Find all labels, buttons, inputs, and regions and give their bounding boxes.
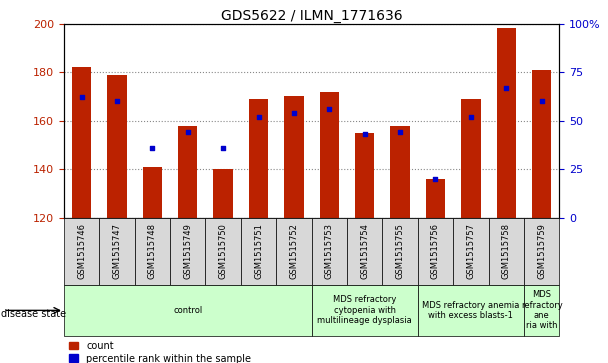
Point — [466, 114, 475, 120]
Point — [289, 110, 299, 116]
Text: control: control — [173, 306, 202, 315]
Bar — [134, 218, 170, 285]
Bar — [497, 28, 516, 218]
Legend: count, percentile rank within the sample: count, percentile rank within the sample — [69, 340, 251, 363]
Bar — [390, 126, 410, 218]
Point — [112, 98, 122, 104]
Text: GSM1515746: GSM1515746 — [77, 223, 86, 280]
Bar — [213, 169, 233, 218]
Bar — [99, 218, 134, 285]
Point — [502, 85, 511, 91]
Bar — [453, 218, 489, 285]
Point — [148, 145, 157, 151]
Text: GSM1515753: GSM1515753 — [325, 223, 334, 280]
Bar — [355, 133, 375, 218]
Point — [218, 145, 228, 151]
Point — [183, 130, 193, 135]
Text: GSM1515748: GSM1515748 — [148, 223, 157, 280]
Text: GSM1515751: GSM1515751 — [254, 224, 263, 279]
Text: MDS
refractory
ane
ria with: MDS refractory ane ria with — [521, 290, 562, 330]
Bar — [347, 218, 382, 285]
Text: GSM1515756: GSM1515756 — [431, 223, 440, 280]
Text: disease state: disease state — [1, 309, 66, 319]
Point — [325, 106, 334, 112]
Text: GSM1515747: GSM1515747 — [112, 223, 122, 280]
Bar — [524, 285, 559, 336]
Text: GSM1515758: GSM1515758 — [502, 223, 511, 280]
Point — [537, 98, 547, 104]
Bar — [276, 218, 311, 285]
Bar — [382, 218, 418, 285]
Bar — [532, 70, 551, 218]
Bar — [241, 218, 276, 285]
Bar — [249, 99, 268, 218]
Bar — [284, 97, 303, 218]
Title: GDS5622 / ILMN_1771636: GDS5622 / ILMN_1771636 — [221, 9, 402, 23]
Text: GSM1515754: GSM1515754 — [360, 224, 369, 279]
Text: GSM1515755: GSM1515755 — [396, 224, 404, 279]
Bar — [64, 285, 311, 336]
Bar — [178, 126, 198, 218]
Point — [395, 130, 405, 135]
Text: GSM1515752: GSM1515752 — [289, 224, 299, 279]
Point — [77, 94, 86, 100]
Text: GSM1515757: GSM1515757 — [466, 223, 475, 280]
Bar — [143, 167, 162, 218]
Bar — [426, 179, 445, 218]
Text: GSM1515749: GSM1515749 — [183, 224, 192, 279]
Text: MDS refractory anemia
with excess blasts-1: MDS refractory anemia with excess blasts… — [422, 301, 520, 320]
Bar — [311, 285, 418, 336]
Bar — [206, 218, 241, 285]
Text: GSM1515750: GSM1515750 — [219, 224, 227, 279]
Bar — [72, 67, 91, 218]
Bar — [311, 218, 347, 285]
Point — [430, 176, 440, 182]
Bar — [107, 74, 126, 218]
Bar — [418, 218, 453, 285]
Text: GSM1515759: GSM1515759 — [537, 224, 546, 279]
Bar — [489, 218, 524, 285]
Point — [254, 114, 263, 120]
Point — [360, 131, 370, 137]
Bar — [64, 218, 99, 285]
Bar — [170, 218, 206, 285]
Bar — [524, 218, 559, 285]
Bar — [461, 99, 480, 218]
Bar — [418, 285, 524, 336]
Text: MDS refractory
cytopenia with
multilineage dysplasia: MDS refractory cytopenia with multilinea… — [317, 295, 412, 325]
Bar — [320, 91, 339, 218]
